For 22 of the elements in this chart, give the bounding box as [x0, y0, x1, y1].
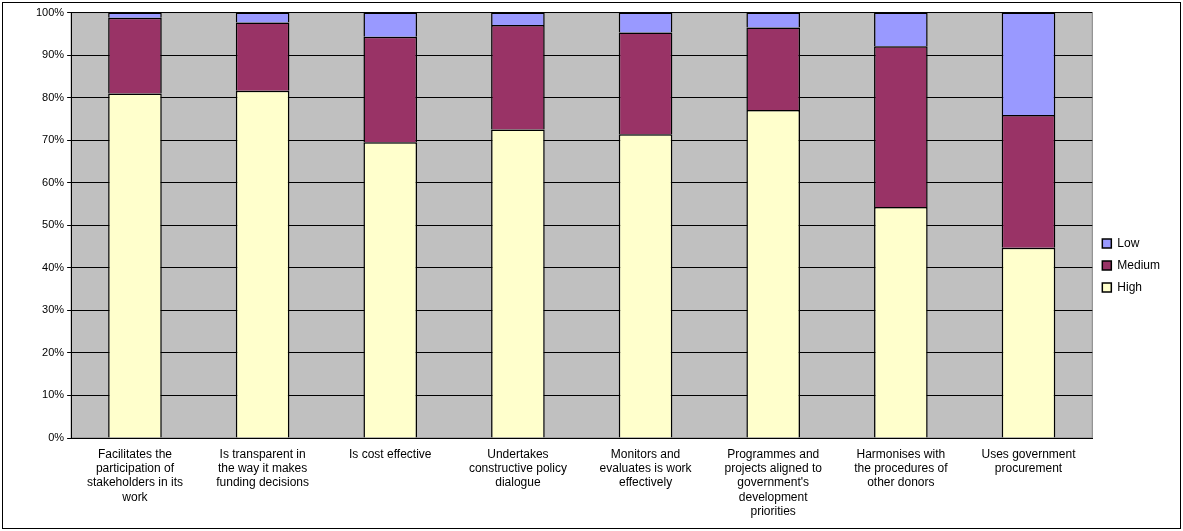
y-tick-label: 80% [42, 90, 65, 103]
y-tick-label: 90% [42, 48, 65, 61]
y-tick-label: 70% [42, 133, 65, 146]
y-tick-label: 20% [42, 345, 65, 358]
y-tick-label: 100% [35, 5, 65, 18]
y-tick-label: 10% [42, 388, 65, 401]
x-tick-label: Uses government procurement [981, 446, 1077, 475]
x-tick-label: Harmonises with the procedures of other donors [854, 446, 949, 490]
x-tick-label: Undertakes constructive policy dialogue [468, 446, 567, 490]
y-tick-label: 40% [42, 260, 65, 273]
x-tick-label: Programmes and projects aligned to government's development priorities [724, 446, 823, 519]
y-tick-label: 50% [42, 218, 65, 231]
y-tick-label: 0% [48, 431, 65, 444]
legend-label: High [1117, 279, 1143, 294]
legend-label: Medium [1117, 257, 1161, 272]
y-tick-label: 60% [42, 175, 65, 188]
legend-label: Low [1117, 235, 1140, 250]
x-tick-label: Monitors and evaluates is work effectively [599, 446, 693, 490]
x-tick-label: Facilitates the participation of stakeholders in its work [86, 446, 183, 504]
x-tick-label: Is transparent in the way it makes funding decisions [216, 446, 309, 490]
x-tick-label: Is cost effective [349, 446, 432, 461]
y-tick-label: 30% [42, 303, 65, 316]
